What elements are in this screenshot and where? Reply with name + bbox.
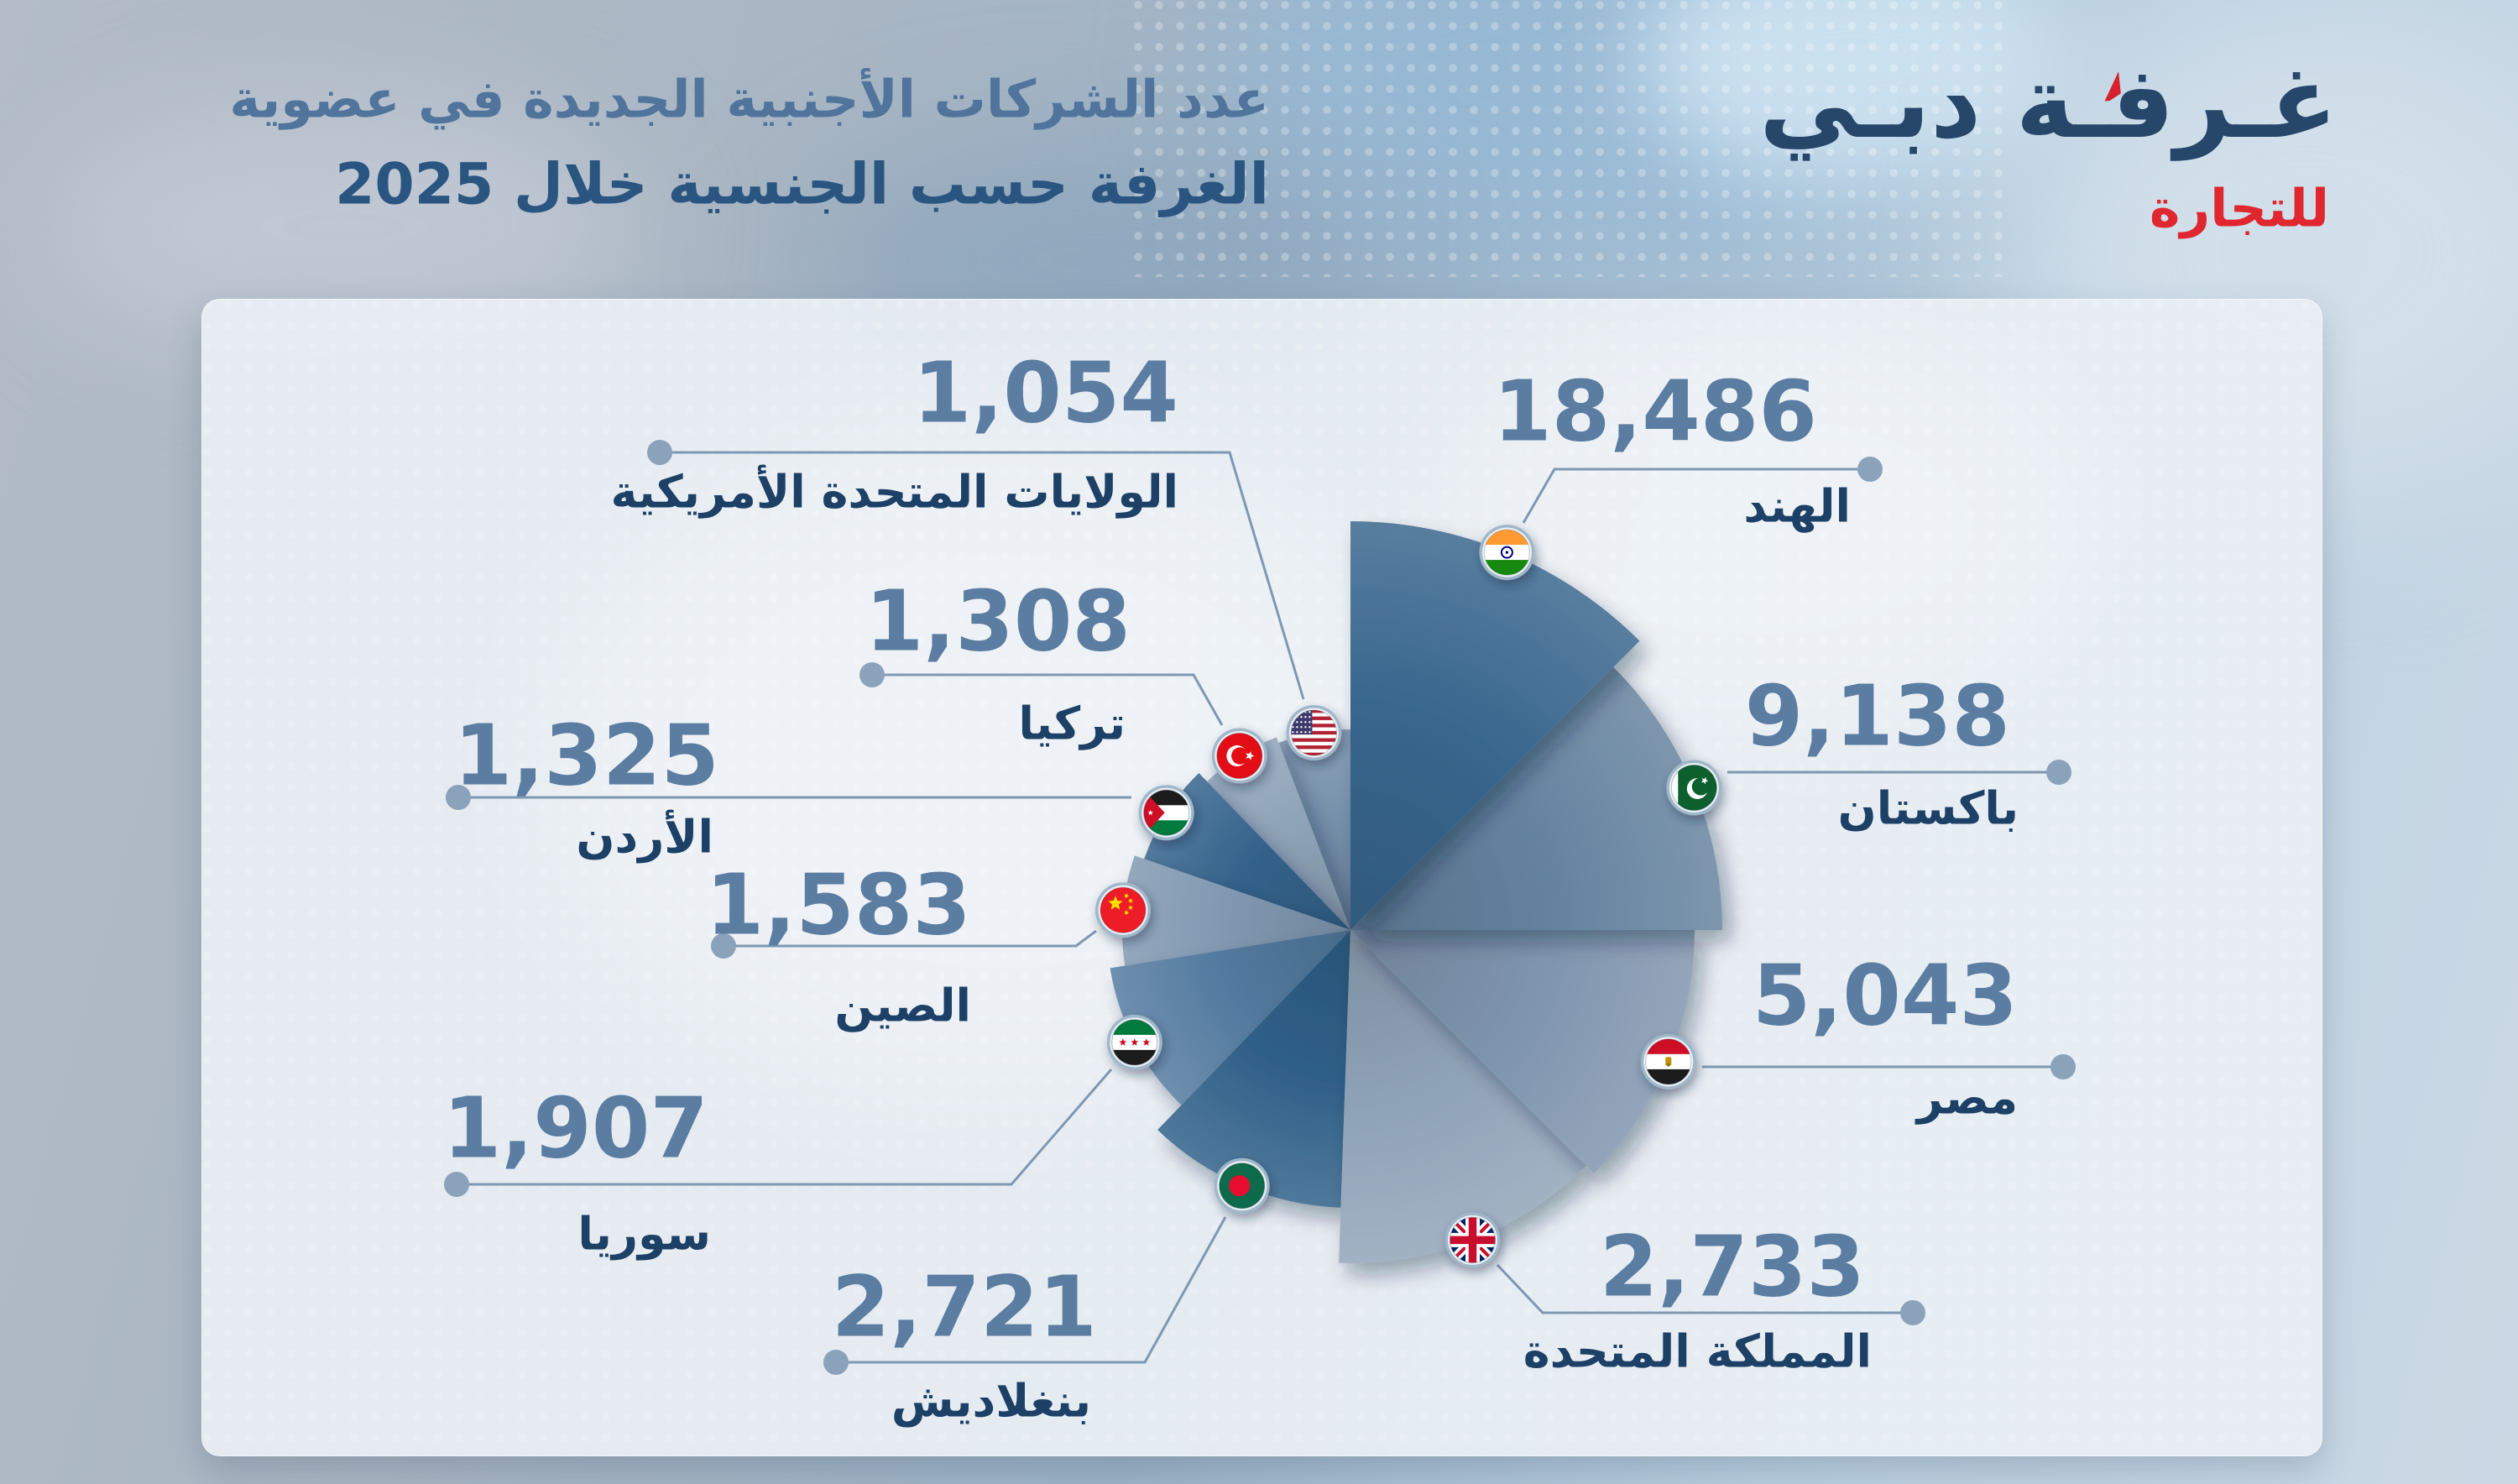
leader-dot-egypt	[2050, 1054, 2076, 1079]
country-name-jordan: الأردن	[576, 810, 713, 864]
flag-china-icon	[1095, 882, 1151, 938]
slice-usa	[1278, 729, 1350, 930]
logo-subtitle: للتجارة	[2149, 177, 2329, 239]
country-name-pakistan: باكستان	[1837, 781, 2019, 835]
leader-dot-uk	[1900, 1300, 1925, 1325]
leader-dot-bangladesh	[823, 1350, 849, 1375]
leader-dot-china	[711, 933, 736, 959]
flag-jordan-icon	[1138, 785, 1194, 841]
title-line-2: الغرفة حسب الجنسية خلال 2025	[335, 151, 1269, 218]
leader-line-india	[1522, 468, 1870, 524]
title-line-1: عدد الشركات الأجنبية الجديدة في عضوية	[229, 68, 1269, 130]
leader-line-usa	[660, 451, 1305, 700]
country-value-china: 1,583	[705, 855, 971, 954]
slice-turkey	[1207, 737, 1350, 930]
country-name-china: الصين	[834, 979, 971, 1032]
slice-china	[1121, 855, 1350, 966]
leader-dot-jordan	[446, 785, 471, 810]
slice-jordan	[1144, 773, 1350, 930]
country-value-pakistan: 9,138	[1744, 666, 2010, 766]
leader-line-syria	[457, 1069, 1113, 1186]
slice-syria	[1110, 930, 1350, 1105]
flag-egypt-icon	[1640, 1033, 1696, 1089]
leader-line-china	[724, 929, 1097, 948]
flag-bangladesh-icon	[1214, 1157, 1270, 1214]
country-name-syria: سوريا	[577, 1207, 711, 1261]
leader-dot-syria	[444, 1172, 469, 1197]
country-value-usa: 1,054	[912, 343, 1178, 442]
leader-dot-india	[1857, 457, 1883, 482]
country-value-turkey: 1,308	[865, 572, 1131, 671]
country-value-uk: 2,733	[1599, 1217, 1865, 1316]
country-name-egypt: مصر	[1916, 1071, 2018, 1125]
country-name-usa: الولايات المتحدة الأمريكية	[610, 465, 1178, 519]
country-name-india: الهند	[1743, 479, 1851, 533]
country-name-turkey: تركيا	[1018, 697, 1126, 750]
country-value-jordan: 1,325	[453, 706, 719, 805]
flag-usa-icon	[1286, 705, 1342, 760]
slice-uk	[1339, 930, 1586, 1264]
leader-line-uk	[1496, 1263, 1913, 1314]
country-value-bangladesh: 2,721	[831, 1257, 1097, 1356]
slice-bangladesh	[1157, 930, 1350, 1208]
country-value-egypt: 5,043	[1752, 946, 2018, 1045]
leader-dot-usa	[647, 440, 672, 465]
flag-turkey-icon	[1211, 728, 1267, 784]
leader-line-bangladesh	[836, 1216, 1227, 1364]
country-value-syria: 1,907	[442, 1079, 708, 1178]
flag-syria-icon	[1106, 1014, 1162, 1070]
slice-pakistan	[1350, 666, 1722, 930]
country-name-bangladesh: بنغلاديش	[891, 1374, 1091, 1428]
flag-uk-icon	[1444, 1212, 1501, 1268]
leader-line-turkey	[872, 673, 1224, 726]
country-value-india: 18,486	[1493, 362, 1817, 461]
leader-dot-turkey	[859, 662, 885, 687]
dubai-chamber-logo: غـرفـة دبـي	[1758, 44, 2338, 160]
flag-pakistan-icon	[1666, 760, 1722, 816]
flag-india-icon	[1479, 525, 1535, 581]
slice-india	[1350, 521, 1640, 930]
slice-egypt	[1350, 930, 1695, 1173]
country-name-uk: المملكة المتحدة	[1523, 1325, 1872, 1378]
leader-dot-pakistan	[2046, 760, 2071, 785]
